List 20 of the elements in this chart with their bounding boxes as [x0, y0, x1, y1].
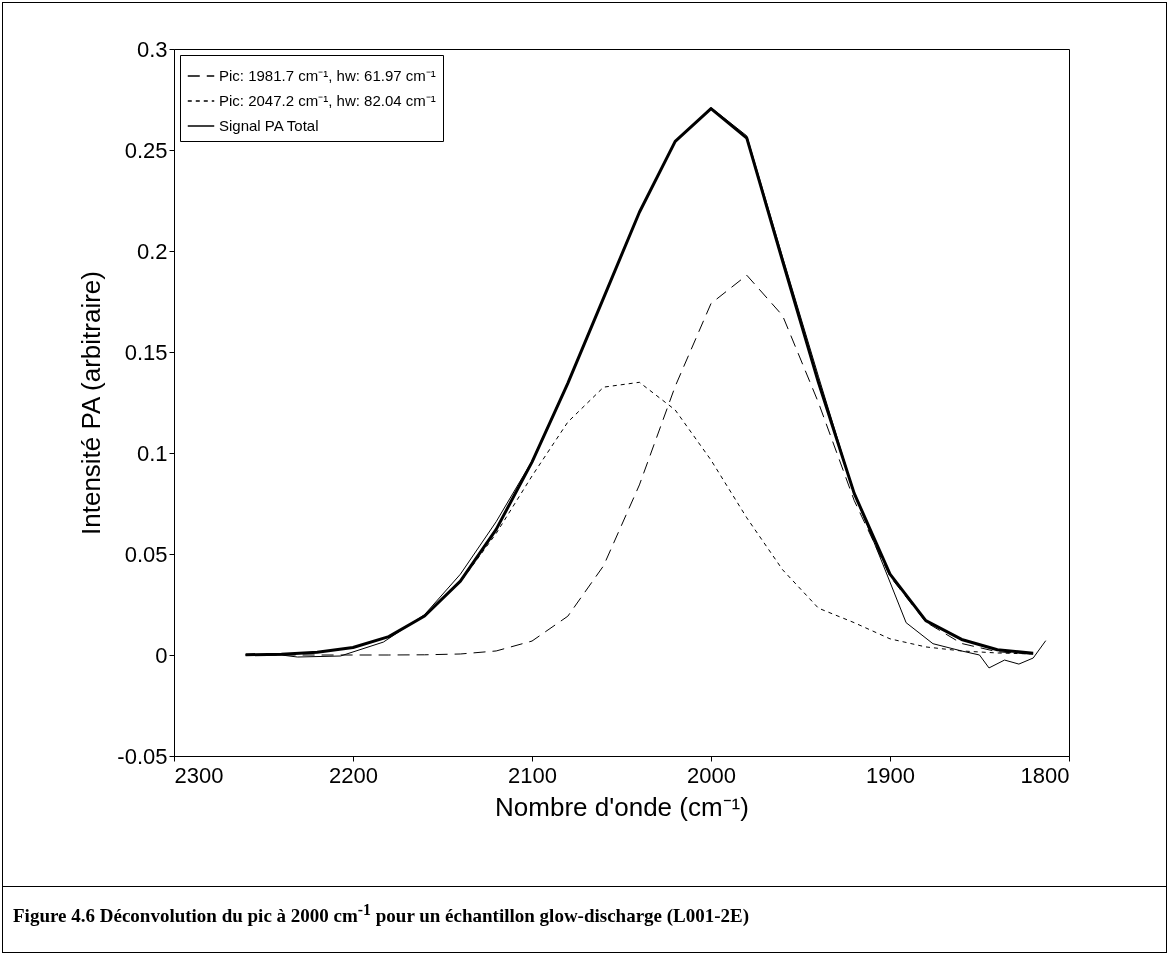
caption: Figure 4.6 Déconvolution du pic à 2000 cm$^{-1}$ pour un échantillon glow-discharge (L001-2E): [3, 886, 1166, 942]
legend-label: Pic: 1981.7 cm⁻¹, hw: 61.97 cm⁻¹: [219, 67, 436, 84]
y-tick-label: 0: [155, 642, 168, 668]
x-tick-label: 2200: [329, 762, 378, 788]
x-tick-label: 1800: [1020, 762, 1070, 788]
y-tick-label: 0.25: [124, 137, 168, 163]
y-tick-label: 0.3: [136, 36, 168, 62]
y-tick-label: -0.05: [117, 743, 168, 769]
legend-label: Pic: 2047.2 cm⁻¹, hw: 82.04 cm⁻¹: [219, 92, 436, 109]
y-tick-label: 0.1: [136, 440, 168, 466]
y-axis-title: Intensité PA (arbitraire): [76, 271, 107, 535]
x-tick-label: 1900: [866, 762, 915, 788]
x-axis-title: Nombre d'onde (cm⁻¹): [495, 791, 749, 822]
y-tick-label: 0.2: [136, 238, 168, 264]
legend-label: Signal PA Total: [219, 117, 319, 134]
x-tick-label: 2000: [687, 762, 736, 788]
y-tick-label: 0.05: [124, 541, 168, 567]
x-tick-label: 2300: [174, 762, 224, 788]
y-tick-label: 0.15: [124, 339, 168, 365]
x-tick-label: 2100: [508, 762, 557, 788]
